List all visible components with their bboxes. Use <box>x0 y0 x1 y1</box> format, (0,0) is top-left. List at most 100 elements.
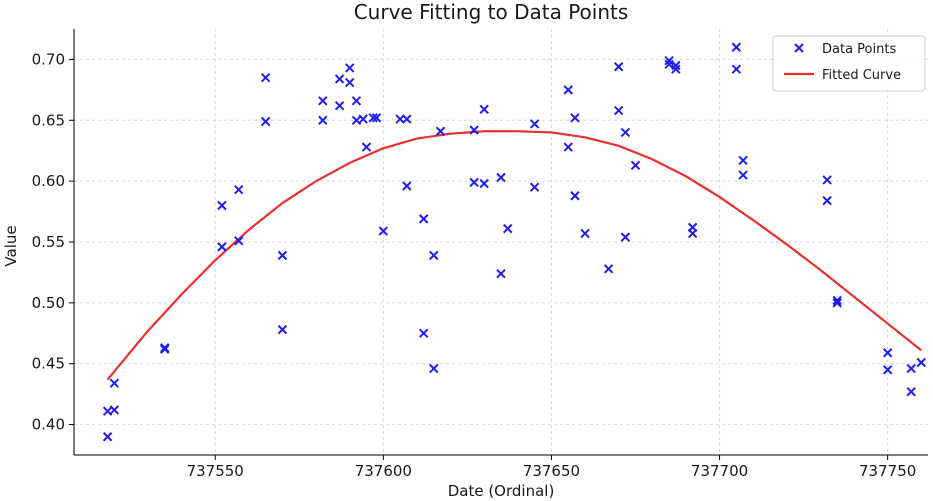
data-point-65-stroke-b <box>822 175 832 185</box>
data-point-9-stroke-b <box>234 236 244 246</box>
data-point-26-stroke-b <box>378 226 389 236</box>
data-point-69-stroke-b <box>882 348 893 358</box>
ticks-layer: 737550 737600 737650 737700 737750 0.40 0.45 0.… <box>32 50 917 480</box>
data-point-67-stroke-b <box>832 295 842 306</box>
data-point-71-stroke-b <box>906 363 916 374</box>
data-point-6 <box>217 200 227 211</box>
data-point-72 <box>906 387 916 397</box>
data-point-5-stroke-b <box>160 343 170 353</box>
data-point-14-stroke-b <box>318 96 328 106</box>
data-point-70-stroke-b <box>882 365 893 375</box>
data-point-62-stroke-b <box>731 64 742 74</box>
data-point-11-stroke-b <box>260 116 271 127</box>
chart-title: Curve Fitting to Data Points <box>354 0 629 24</box>
data-point-28 <box>402 114 412 124</box>
data-point-64-stroke-b <box>738 170 748 180</box>
data-point-7-stroke-b <box>217 242 227 252</box>
data-point-31 <box>418 328 429 338</box>
y-tick-label-6: 0.70 <box>32 50 65 68</box>
data-point-57 <box>671 60 681 71</box>
data-point-72-stroke-b <box>906 387 916 397</box>
data-point-63-stroke-b <box>738 155 748 166</box>
data-point-36-stroke-b <box>469 177 479 188</box>
data-point-51-stroke-b <box>613 105 624 116</box>
data-point-73-stroke-b <box>916 357 926 368</box>
data-point-47 <box>570 191 580 201</box>
data-point-37-stroke-b <box>479 104 489 115</box>
data-point-48-stroke-b <box>580 228 590 239</box>
data-point-63 <box>738 155 748 166</box>
data-point-53 <box>620 232 631 242</box>
data-point-68 <box>832 298 842 308</box>
data-point-7 <box>217 242 227 252</box>
y-axis-title: Value <box>2 225 20 266</box>
data-point-2-stroke-b <box>109 405 120 415</box>
data-point-20-stroke-b <box>351 96 362 106</box>
data-point-36 <box>469 177 479 188</box>
data-point-3 <box>109 378 120 388</box>
data-point-20 <box>351 96 362 106</box>
curve-layer <box>106 130 922 381</box>
data-point-24 <box>368 113 378 123</box>
x-tick-label-1: 737600 <box>355 462 412 480</box>
data-point-3-stroke-b <box>109 378 120 388</box>
legend-label-curve: Fitted Curve <box>822 68 901 83</box>
data-point-18 <box>344 63 355 73</box>
data-point-9 <box>234 236 244 246</box>
data-point-16-stroke-b <box>334 74 345 84</box>
data-point-42 <box>529 119 540 129</box>
data-point-13 <box>277 324 288 335</box>
data-point-17-stroke-b <box>334 100 345 111</box>
y-tick-label-3: 0.55 <box>32 233 65 251</box>
data-point-0 <box>102 432 113 442</box>
y-tick-label-5: 0.65 <box>32 111 65 129</box>
data-point-61-stroke-b <box>731 42 742 52</box>
data-point-6-stroke-b <box>217 200 227 211</box>
data-point-53-stroke-b <box>620 232 631 242</box>
data-point-71 <box>906 363 916 374</box>
data-point-51 <box>613 105 624 116</box>
data-point-15 <box>318 115 328 125</box>
data-point-21-stroke-b <box>351 115 362 125</box>
data-point-43-stroke-b <box>529 182 540 192</box>
data-point-49 <box>603 264 614 274</box>
x-tick-label-0: 737550 <box>187 462 244 480</box>
data-point-35 <box>469 125 479 135</box>
data-point-48 <box>580 228 590 239</box>
data-point-64 <box>738 170 748 180</box>
data-point-34-stroke-b <box>435 126 446 136</box>
data-point-1-stroke-b <box>102 406 113 416</box>
points-layer <box>102 42 926 442</box>
data-point-61 <box>731 42 742 52</box>
x-axis-title: Date (Ordinal) <box>448 482 555 500</box>
data-point-69 <box>882 348 893 358</box>
data-point-57-stroke-b <box>671 60 681 71</box>
data-point-39 <box>496 172 506 183</box>
legend-points-marker <box>794 43 804 53</box>
data-point-29 <box>402 181 412 191</box>
data-point-52 <box>620 127 631 138</box>
data-point-41 <box>503 223 513 234</box>
data-point-38 <box>479 178 489 189</box>
data-point-68-stroke-b <box>832 298 842 308</box>
fitted-curve-line <box>106 130 922 381</box>
data-point-12 <box>277 250 288 261</box>
data-point-40-stroke-b <box>496 268 506 279</box>
y-tick-label-4: 0.60 <box>32 172 65 190</box>
data-point-19-stroke-b <box>344 77 355 88</box>
data-point-32-stroke-b <box>429 250 439 261</box>
data-point-38-stroke-b <box>479 178 489 189</box>
data-point-70 <box>882 365 893 375</box>
data-point-54 <box>630 160 641 171</box>
legend: Data Points Fitted Curve <box>772 35 926 92</box>
data-point-25-stroke-b <box>371 113 382 123</box>
data-point-44-stroke-b <box>563 85 573 95</box>
data-point-52-stroke-b <box>620 127 631 138</box>
data-point-33-stroke-b <box>429 363 439 374</box>
data-point-40 <box>496 268 506 279</box>
data-point-58 <box>671 64 681 74</box>
legend-point-glyph <box>794 43 804 53</box>
data-point-8-stroke-b <box>234 184 244 195</box>
data-point-60-stroke-b <box>687 228 698 239</box>
data-point-11 <box>260 116 271 127</box>
